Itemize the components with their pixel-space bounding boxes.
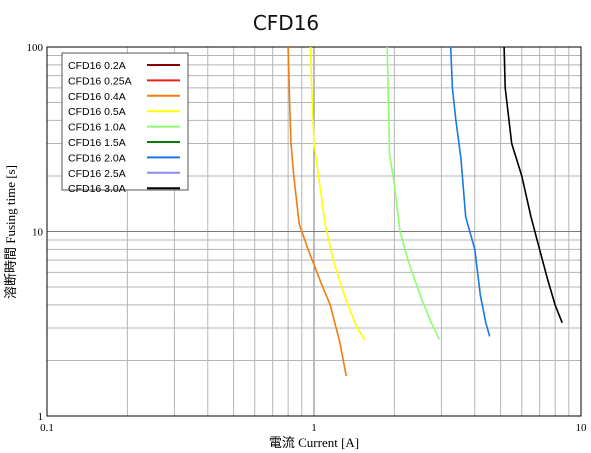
legend-entry-label: CFD16 1.5A <box>68 137 126 149</box>
y-axis-label: 溶断時間 Fusing time [s] <box>3 165 18 299</box>
plot-frame <box>46 46 582 417</box>
legend-entry-label: CFD16 2.0A <box>68 152 126 164</box>
series-line <box>386 46 441 340</box>
legend-entry-label: CFD16 2.5A <box>68 168 126 180</box>
x-tick-label: 10 <box>576 422 588 434</box>
legend-entry-label: CFD16 1.0A <box>68 122 126 134</box>
legend-entry-label: CFD16 0.25A <box>68 75 132 87</box>
x-tick-label: 1 <box>311 422 317 434</box>
grid <box>47 47 581 416</box>
legend-entry-label: CFD16 0.5A <box>68 106 126 118</box>
y-tick-label: 100 <box>27 42 44 54</box>
series-line <box>449 46 491 337</box>
series-line <box>287 46 347 377</box>
x-axis-label: 電流 Current [A] <box>269 435 359 450</box>
series-line <box>503 46 563 324</box>
series-layer <box>287 46 563 377</box>
legend: CFD16 0.2A CFD16 0.25A CFD16 0.4A CFD16 0.5… <box>61 52 189 195</box>
legend-box <box>61 52 189 191</box>
legend-entry-label: CFD16 0.4A <box>68 91 126 103</box>
y-tick-label: 10 <box>32 227 44 239</box>
legend-entry-label: CFD16 0.2A <box>68 60 126 72</box>
chart-title: CFD16 <box>253 11 319 35</box>
y-tick-label: 1 <box>38 411 44 423</box>
series-line <box>309 46 366 340</box>
legend-entry-label: CFD16 3.0A <box>68 183 126 195</box>
x-tick-label: 0.1 <box>40 422 54 434</box>
